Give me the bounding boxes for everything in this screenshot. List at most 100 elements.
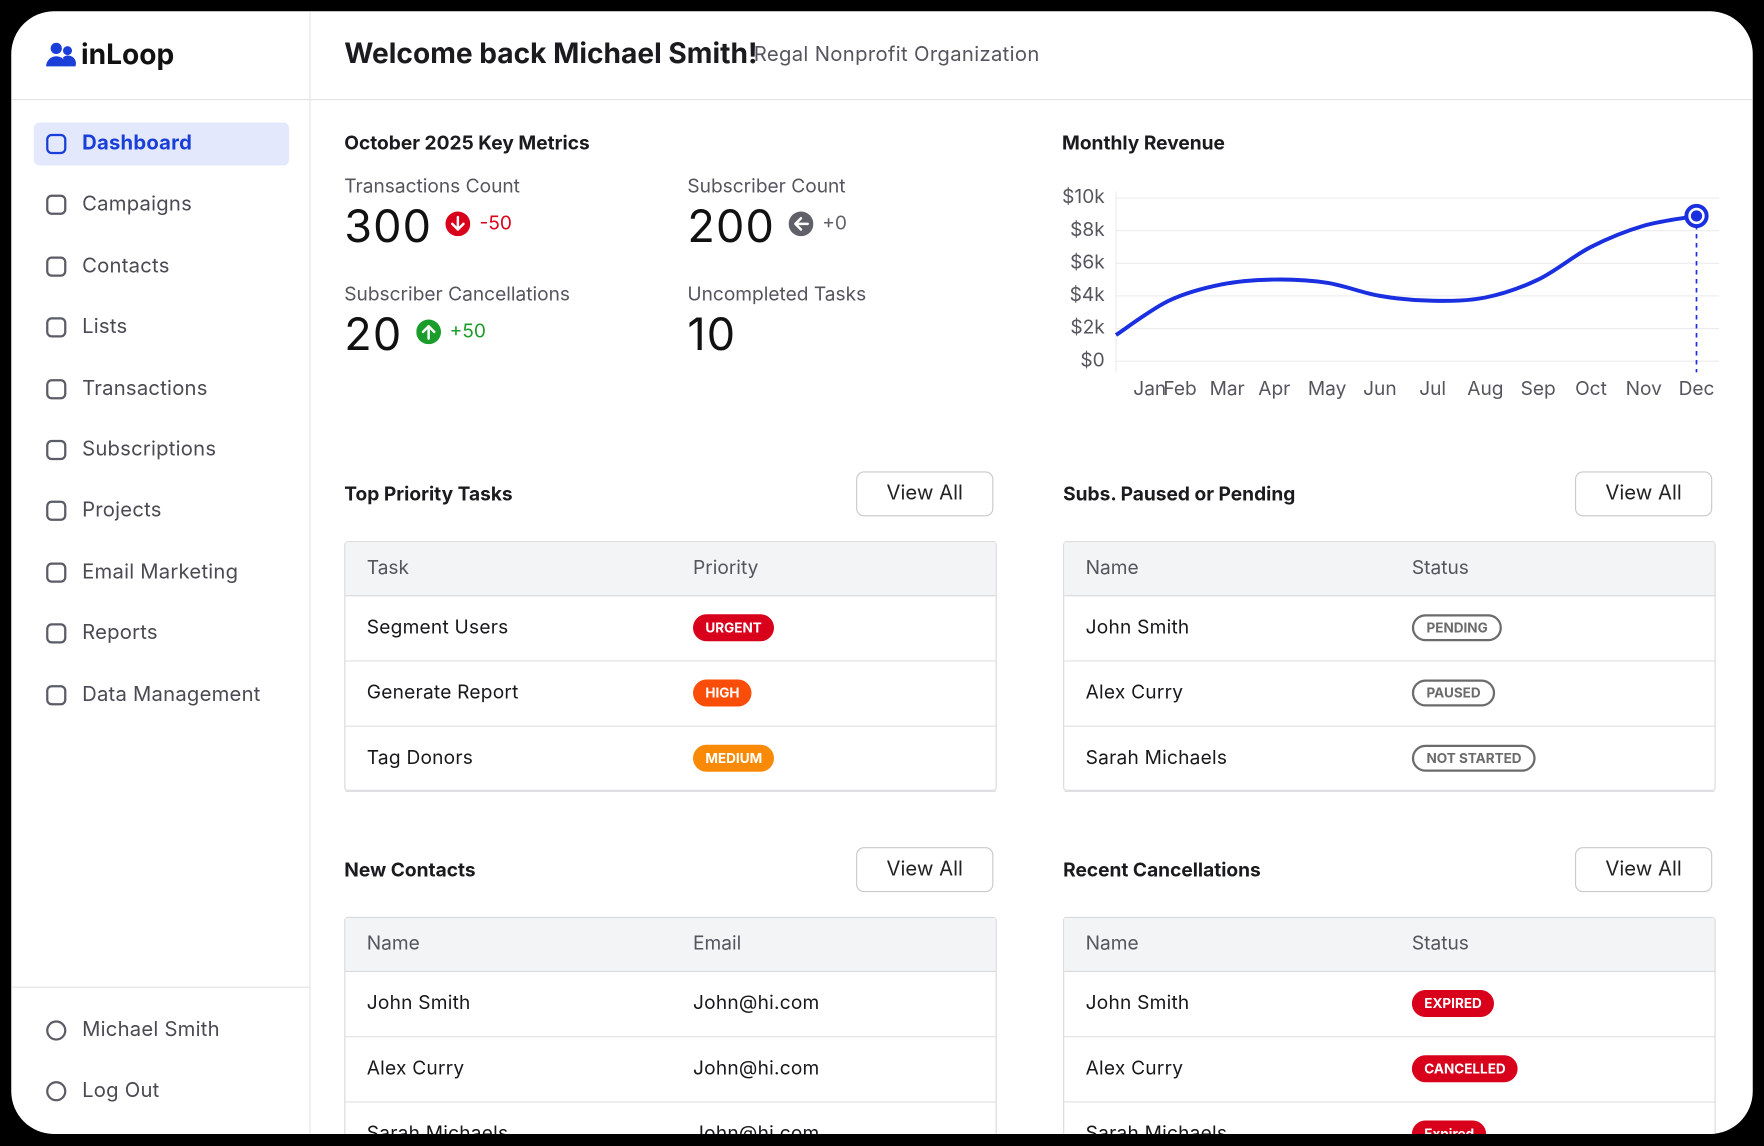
column-header: Name: [366, 932, 420, 956]
table-row: Segment Users URGENT: [345, 596, 996, 662]
nav-icon: [46, 684, 67, 705]
x-tick-label: Aug: [1467, 376, 1503, 400]
x-tick-label: Oct: [1575, 376, 1607, 400]
cell: John@hi.com: [693, 1122, 820, 1134]
x-tick-label: Jun: [1363, 376, 1397, 400]
nav-item[interactable]: Campaigns: [82, 192, 193, 217]
x-tick-label: Nov: [1626, 376, 1662, 400]
table: Name Status John Smith EXPIRED Alex Curry CAN…: [1063, 916, 1716, 1134]
view-all-button[interactable]: View All: [1575, 471, 1713, 517]
change-icon: [445, 211, 471, 237]
badge: URGENT: [693, 614, 775, 642]
cell: John Smith: [1085, 616, 1190, 640]
cell: Sarah Michaels: [366, 1122, 509, 1134]
table-row: Sarah Michaels John@hi.com: [345, 1103, 995, 1134]
table-row: Alex Curry John@hi.com: [345, 1037, 996, 1103]
column-header: Priority: [693, 556, 759, 580]
cell: Generate Report: [366, 681, 519, 705]
badge: HIGH: [693, 679, 752, 707]
nav-item[interactable]: Email Marketing: [82, 560, 239, 584]
table-row: Alex Curry PAUSED: [1064, 662, 1715, 727]
cell: Sarah Michaels: [1085, 1122, 1228, 1134]
cell: John@hi.com: [693, 1057, 820, 1081]
nav-item[interactable]: Michael Smith: [82, 1018, 220, 1042]
cell: Alex Curry: [366, 1057, 465, 1081]
y-tick-label: $0: [1080, 347, 1104, 371]
column-header: Name: [1085, 932, 1139, 956]
metric-change: +50: [449, 320, 486, 344]
metric-value: 20: [344, 306, 403, 362]
change-icon: [788, 211, 814, 237]
divider: [11, 986, 310, 988]
badge: PENDING: [1411, 614, 1503, 642]
table-row: Alex Curry CANCELLED: [1064, 1037, 1715, 1103]
metric-change: -50: [479, 212, 512, 236]
metric-value: 300: [344, 198, 433, 254]
brand: inLoop: [81, 38, 175, 72]
nav-item[interactable]: Projects: [82, 498, 162, 523]
nav-icon: [46, 1081, 67, 1102]
cell: Alex Curry: [1085, 1057, 1184, 1081]
nav-item[interactable]: Lists: [82, 315, 128, 339]
chart-title: Monthly Revenue: [1062, 132, 1225, 156]
nav-item[interactable]: Dashboard: [82, 131, 193, 156]
view-all-button[interactable]: View All: [1575, 847, 1713, 893]
nav-icon: [46, 1020, 67, 1041]
panel-title: New Contacts: [344, 859, 476, 883]
cell: Segment Users: [366, 616, 509, 640]
nav-icon: [46, 256, 67, 277]
panel-title: Subs. Paused or Pending: [1063, 483, 1296, 507]
x-tick-label: Apr: [1258, 376, 1290, 400]
column-header: Email: [693, 932, 742, 956]
app: inLoop Dashboard Campaigns Contacts Lists Tr…: [11, 11, 1753, 1134]
cell: John Smith: [1085, 992, 1190, 1015]
y-tick-label: $2k: [1070, 315, 1105, 339]
column-header: Status: [1411, 932, 1469, 956]
x-tick-label: Dec: [1679, 376, 1715, 400]
table-row: Sarah Michaels NOT STARTED: [1064, 727, 1715, 792]
nav-item[interactable]: Reports: [82, 621, 158, 645]
x-tick-label: Sep: [1521, 376, 1556, 400]
column-header: Name: [1085, 556, 1139, 580]
x-tick-label: Feb: [1163, 376, 1196, 400]
table: Name Status John Smith PENDING Alex Curry PAU…: [1063, 541, 1716, 792]
cell: Sarah Michaels: [1085, 747, 1228, 770]
badge: CANCELLED: [1411, 1055, 1519, 1083]
metric-change: +0: [822, 212, 847, 236]
badge: EXPIRED: [1411, 990, 1495, 1017]
nav-item[interactable]: Transactions: [82, 376, 208, 401]
sidebar: inLoop Dashboard Campaigns Contacts Lists Tr…: [11, 11, 311, 1134]
y-tick-label: $4k: [1070, 282, 1106, 306]
panel-title: Top Priority Tasks: [344, 483, 513, 507]
nav-active-bg: [33, 122, 290, 166]
table-header: Name Email: [345, 918, 996, 972]
nav-icon: [46, 562, 67, 583]
nav-icon: [46, 195, 67, 216]
x-tick-label: Jul: [1419, 376, 1446, 400]
nav-icon: [46, 133, 67, 155]
table-row: John Smith EXPIRED: [1064, 972, 1715, 1038]
table-row: John Smith PENDING: [1064, 596, 1715, 662]
logo-icon: [46, 42, 76, 67]
nav-item[interactable]: Data Management: [82, 682, 261, 707]
nav-icon: [46, 378, 67, 399]
cell: John Smith: [366, 992, 471, 1015]
nav-icon: [46, 317, 67, 338]
metric-label: Uncompleted Tasks: [687, 283, 867, 307]
nav-item[interactable]: Subscriptions: [82, 437, 217, 462]
nav-item[interactable]: Log Out: [82, 1079, 160, 1103]
nav-item[interactable]: Contacts: [82, 254, 170, 278]
view-all-button[interactable]: View All: [856, 471, 994, 517]
panel-title: Recent Cancellations: [1063, 859, 1261, 883]
line: [1114, 214, 1697, 337]
cell: Tag Donors: [366, 747, 474, 770]
x-tick-label: Mar: [1210, 376, 1245, 400]
view-all-button[interactable]: View All: [856, 847, 994, 893]
table-row: Sarah Michaels Expired: [1064, 1103, 1714, 1134]
divider: [11, 99, 1753, 101]
metric-label: Subscriber Count: [687, 175, 846, 199]
nav-icon: [46, 439, 67, 461]
column-header: Status: [1411, 556, 1469, 580]
nav-icon: [46, 501, 67, 522]
